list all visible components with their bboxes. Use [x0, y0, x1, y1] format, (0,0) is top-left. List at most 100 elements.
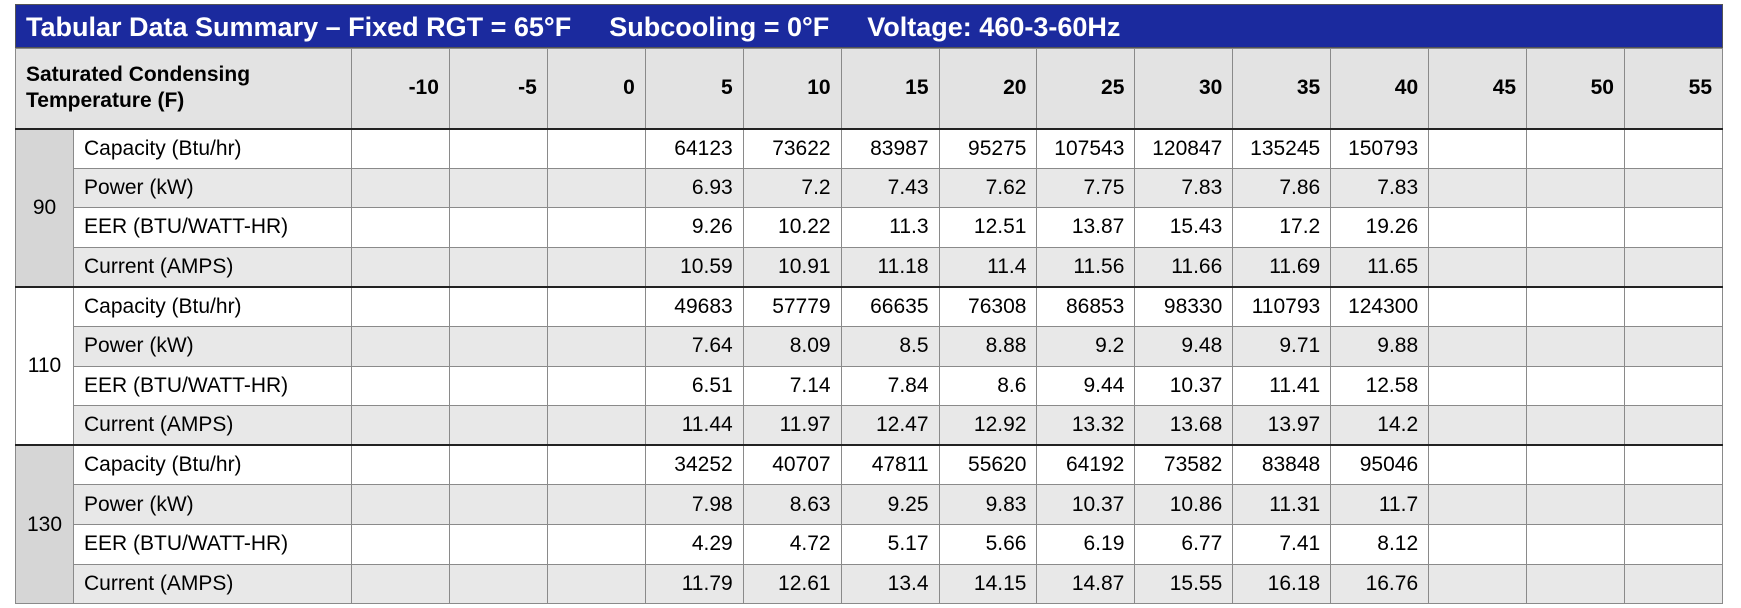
row-label: EER (BTU/WATT-HR) [73, 523, 352, 565]
value-cell: 15.55 [1134, 563, 1234, 605]
value-cell: 6.77 [1134, 523, 1234, 565]
value-cell: 13.97 [1232, 405, 1332, 446]
column-header: 15 [840, 48, 940, 129]
empty-cell [1428, 167, 1528, 209]
value-cell: 17.2 [1232, 207, 1332, 248]
empty-cell [1428, 325, 1528, 367]
empty-cell [1428, 207, 1528, 248]
value-cell: 76308 [938, 285, 1038, 327]
value-cell: 83848 [1232, 444, 1332, 486]
data-row: Current (AMPS) 10.59 10.91 11.18 11.4 11.56 11… [16, 246, 1724, 288]
empty-cell [351, 167, 450, 209]
empty-cell [1623, 523, 1724, 565]
value-cell: 64192 [1036, 444, 1136, 486]
value-cell: 6.19 [1036, 523, 1136, 565]
value-cell: 8.88 [938, 325, 1038, 367]
value-cell: 5.17 [840, 523, 940, 565]
value-cell: 73582 [1134, 444, 1234, 486]
empty-cell [1428, 246, 1528, 288]
empty-cell [1428, 405, 1528, 446]
value-cell: 12.58 [1330, 365, 1430, 407]
value-cell: 10.91 [742, 246, 842, 288]
value-cell: 11.4 [938, 246, 1038, 288]
data-row: 110 Capacity (Btu/hr) 49683 57779 66635 76308… [15, 285, 1724, 446]
value-cell: 10.37 [1036, 484, 1136, 525]
value-cell: 11.97 [742, 405, 842, 446]
data-row: EER (BTU/WATT-HR) 9.26 10.22 11.3 12.51 13.87… [16, 207, 1724, 248]
empty-cell [448, 285, 548, 327]
value-cell: 14.2 [1330, 405, 1430, 446]
value-cell: 4.29 [644, 523, 744, 565]
empty-cell [448, 405, 548, 446]
empty-cell [1428, 127, 1528, 169]
data-row: EER (BTU/WATT-HR) 6.51 7.14 7.84 8.6 9.44 10.3… [16, 365, 1724, 407]
empty-cell [1623, 127, 1724, 169]
empty-cell [1623, 246, 1724, 288]
value-cell: 11.66 [1134, 246, 1234, 288]
value-cell: 9.26 [644, 207, 744, 248]
row-label: Power (kW) [73, 167, 352, 209]
value-cell: 95275 [938, 127, 1038, 169]
value-cell: 16.18 [1232, 563, 1332, 605]
value-cell: 13.68 [1134, 405, 1234, 446]
column-header: 5 [644, 48, 744, 129]
value-cell: 135245 [1232, 127, 1332, 169]
empty-cell [546, 167, 646, 209]
group-label: 110 [15, 285, 74, 446]
value-cell: 120847 [1134, 127, 1234, 169]
empty-cell [546, 127, 646, 169]
value-cell: 7.83 [1330, 167, 1430, 209]
empty-cell [1526, 325, 1625, 367]
value-cell: 8.63 [742, 484, 842, 525]
column-header: 40 [1330, 48, 1430, 129]
empty-cell [1526, 405, 1625, 446]
value-cell: 64123 [644, 127, 744, 169]
empty-cell [448, 167, 548, 209]
value-cell: 7.14 [742, 365, 842, 407]
empty-cell [448, 246, 548, 288]
value-cell: 55620 [938, 444, 1038, 486]
value-cell: 9.44 [1036, 365, 1136, 407]
data-row: Power (kW) 6.93 7.2 7.43 7.62 7.75 7.83 7.86 7.8… [16, 167, 1724, 209]
empty-cell [546, 484, 646, 525]
value-cell: 40707 [742, 444, 842, 486]
empty-cell [1526, 563, 1625, 605]
data-row: Current (AMPS) 11.44 11.97 12.47 12.92 13.32 1… [16, 405, 1724, 446]
empty-cell [1623, 167, 1724, 209]
value-cell: 7.98 [644, 484, 744, 525]
value-cell: 14.87 [1036, 563, 1136, 605]
value-cell: 124300 [1330, 285, 1430, 327]
value-cell: 57779 [742, 285, 842, 327]
value-cell: 13.32 [1036, 405, 1136, 446]
value-cell: 7.83 [1134, 167, 1234, 209]
column-header: 50 [1526, 48, 1625, 129]
value-cell: 107543 [1036, 127, 1136, 169]
value-cell: 13.4 [840, 563, 940, 605]
value-cell: 11.79 [644, 563, 744, 605]
value-cell: 12.51 [938, 207, 1038, 248]
row-label: Current (AMPS) [73, 563, 352, 605]
value-cell: 34252 [644, 444, 744, 486]
empty-cell [448, 207, 548, 248]
value-cell: 11.41 [1232, 365, 1332, 407]
empty-cell [351, 246, 450, 288]
value-cell: 7.41 [1232, 523, 1332, 565]
empty-cell [546, 285, 646, 327]
empty-cell [1623, 444, 1724, 486]
empty-cell [1526, 444, 1625, 486]
empty-cell [1623, 285, 1724, 327]
corner-header: Saturated Condensing Temperature (F) [15, 48, 352, 129]
title-part: Voltage: 460-3-60Hz [867, 12, 1121, 42]
column-header: 25 [1036, 48, 1136, 129]
value-cell: 7.64 [644, 325, 744, 367]
empty-cell [546, 365, 646, 407]
empty-cell [351, 444, 450, 486]
value-cell: 19.26 [1330, 207, 1430, 248]
empty-cell [351, 405, 450, 446]
empty-cell [546, 405, 646, 446]
value-cell: 12.92 [938, 405, 1038, 446]
column-header: 0 [546, 48, 646, 129]
group-label: 90 [15, 127, 74, 288]
value-cell: 8.09 [742, 325, 842, 367]
data-row: Current (AMPS) 11.79 12.61 13.4 14.15 14.87 15… [16, 563, 1724, 605]
